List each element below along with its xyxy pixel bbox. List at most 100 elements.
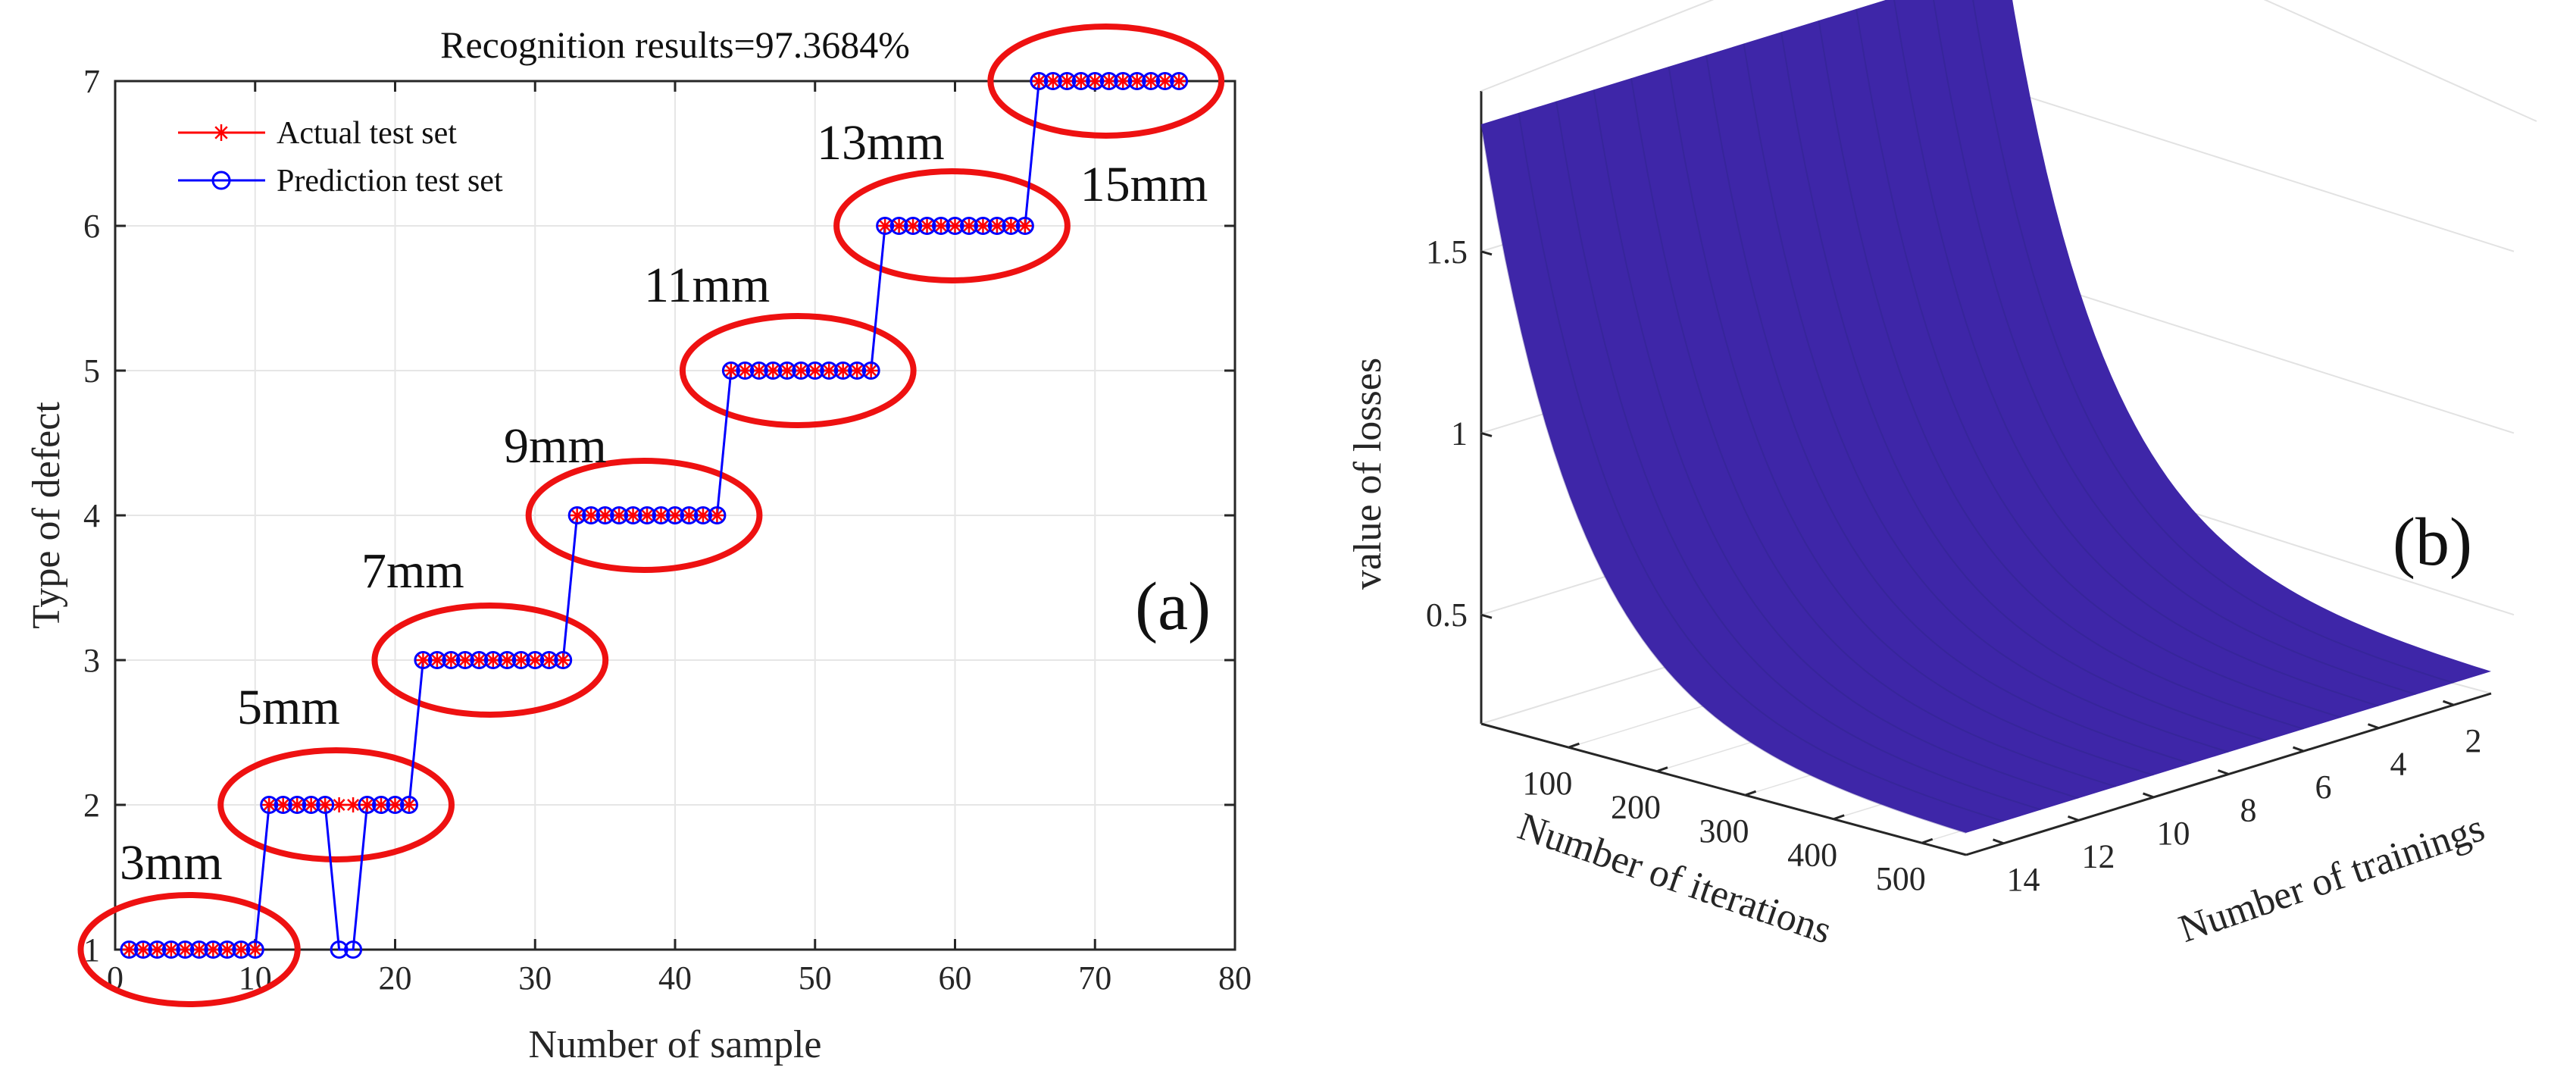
asterisk-stroke	[585, 509, 598, 521]
x3d-tick-label: 300	[1699, 812, 1749, 850]
chart-b: 0.5 1 1.5 100 200 300 400 500 2 4 6 8 10 12 14 value o…	[1346, 0, 2537, 953]
asterisk-stroke	[333, 799, 345, 811]
asterisk-stroke	[655, 509, 667, 521]
x-tick-label: 40	[658, 959, 692, 997]
z-tick-label: 0.5	[1426, 596, 1468, 634]
point-prediction	[848, 362, 867, 380]
axis-ticks-b: 0.5 1 1.5 100 200 300 400 500 2 4 6 8 10 12 14	[1426, 233, 2482, 898]
asterisk-stroke	[220, 944, 233, 956]
x3d-tick-label: 400	[1787, 837, 1837, 874]
asterisk-stroke	[458, 654, 471, 666]
point-prediction	[1002, 217, 1021, 235]
grid-line-z	[2005, 271, 2515, 434]
asterisk-stroke	[375, 799, 387, 811]
point-prediction	[680, 506, 699, 524]
size-annotation: 11mm	[644, 258, 770, 313]
point-prediction	[652, 506, 671, 524]
asterisk-stroke	[445, 654, 458, 666]
y-tick-label: 3	[83, 642, 100, 679]
point-prediction	[959, 217, 978, 235]
point-prediction	[918, 217, 936, 235]
point-prediction	[274, 796, 292, 814]
asterisk-stroke	[192, 944, 205, 956]
point-prediction	[288, 796, 307, 814]
point-prediction	[442, 651, 461, 669]
legend-label-actual: Actual test set	[277, 116, 457, 151]
point-prediction	[358, 796, 377, 814]
series-a	[120, 72, 1189, 959]
point-prediction	[749, 362, 768, 380]
point-prediction	[624, 506, 642, 524]
legend-label-prediction: Prediction test set	[277, 164, 503, 199]
chart-a-title: Recognition results=97.3684%	[440, 23, 910, 66]
point-prediction	[932, 217, 951, 235]
tick-mark-z	[1480, 432, 1493, 437]
asterisk-stroke	[305, 799, 317, 811]
point-prediction	[260, 796, 279, 814]
point-prediction	[399, 796, 418, 814]
x3d-tick-label: 500	[1876, 860, 1926, 897]
highlight-ellipses-a	[77, 23, 1225, 1007]
y-tick-label: 7	[83, 63, 100, 100]
point-prediction	[554, 651, 573, 669]
asterisk-stroke	[696, 509, 709, 521]
asterisk-stroke	[935, 220, 947, 232]
point-actual	[401, 797, 417, 812]
asterisk-stroke	[767, 365, 780, 377]
point-actual	[1171, 74, 1187, 89]
point-actual	[303, 797, 319, 812]
asterisk-stroke	[669, 509, 681, 521]
asterisk-stroke	[724, 365, 737, 377]
surface-mesh-line	[1893, 0, 2379, 707]
asterisk-stroke	[823, 365, 836, 377]
point-actual	[877, 218, 893, 233]
point-prediction	[483, 651, 502, 669]
y3d-tick-label: 10	[2157, 815, 2190, 852]
point-prediction	[946, 217, 964, 235]
point-prediction	[204, 941, 223, 959]
box-edge	[1480, 0, 1715, 92]
tick-mark-z	[1480, 250, 1493, 256]
point-prediction	[302, 796, 320, 814]
point-prediction	[189, 941, 208, 959]
point-prediction	[582, 506, 601, 524]
tick-mark-y3d	[2442, 700, 2455, 706]
asterisk-stroke	[136, 944, 149, 956]
asterisk-stroke	[235, 944, 248, 956]
x-axis-line	[1480, 722, 1967, 856]
asterisk-stroke	[1061, 75, 1074, 87]
legend-marker-actual	[213, 124, 230, 141]
asterisk-stroke	[1033, 75, 1046, 87]
point-actual	[457, 653, 473, 668]
asterisk-stroke	[403, 799, 415, 811]
tick-mark-x3d	[1833, 814, 1845, 821]
asterisk-stroke	[473, 654, 486, 666]
asterisk-stroke	[1005, 220, 1018, 232]
tick-mark-x3d	[1921, 837, 1934, 844]
asterisk-stroke	[179, 944, 192, 956]
asterisk-stroke	[557, 654, 570, 666]
y-tick-label: 6	[83, 208, 100, 245]
asterisk-stroke	[1018, 220, 1031, 232]
asterisk-stroke	[1102, 75, 1115, 87]
panel-label-a: (a)	[1135, 569, 1211, 644]
asterisk-stroke	[1130, 75, 1143, 87]
point-prediction	[470, 651, 489, 669]
asterisk-stroke	[836, 365, 849, 377]
asterisk-stroke	[361, 799, 374, 811]
point-prediction	[511, 651, 530, 669]
point-prediction	[1058, 72, 1077, 90]
y3d-tick-label: 8	[2240, 792, 2257, 829]
z-tick-label: 1	[1451, 415, 1468, 452]
y3d-tick-label: 2	[2465, 722, 2482, 759]
size-annotation: 9mm	[504, 418, 607, 474]
point-prediction	[764, 362, 783, 380]
surface-mesh-line	[1518, 112, 2004, 822]
asterisk-stroke	[864, 365, 877, 377]
point-prediction	[861, 362, 880, 380]
point-prediction	[708, 506, 727, 524]
point-prediction	[133, 941, 152, 959]
highlight-ellipse	[217, 747, 455, 862]
asterisk-stroke	[347, 799, 360, 811]
point-prediction	[721, 362, 740, 380]
